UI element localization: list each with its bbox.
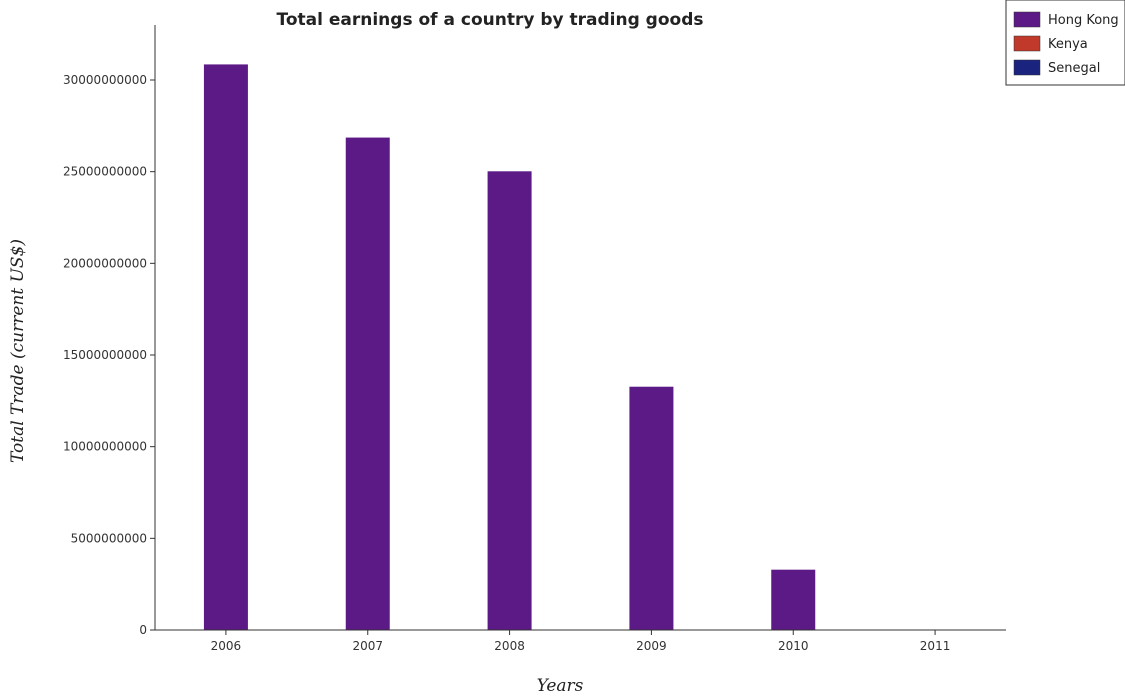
bar-hong-kong-2010 — [771, 569, 816, 630]
legend-swatch-hong-kong — [1013, 11, 1041, 28]
x-axis-ticks: 2006 2007 2008 2009 2010 2011 — [211, 630, 951, 653]
y-axis-ticks: 0 5000000000 10000000000 15000000000 2000000… — [63, 73, 155, 637]
legend-swatch-senegal — [1013, 59, 1041, 76]
y-tick-label: 15000000000 — [63, 348, 147, 362]
legend-label-senegal: Senegal — [1048, 61, 1100, 76]
y-axis-title: Total Trade (current US$) — [8, 239, 28, 463]
legend: Hong Kong Kenya Senegal — [1005, 0, 1125, 86]
y-tick-label: 20000000000 — [63, 256, 147, 270]
x-tick-label: 2010 — [778, 639, 809, 653]
x-tick-label: 2006 — [211, 639, 242, 653]
bar-hong-kong-2007 — [345, 137, 390, 631]
chart-title: Total earnings of a country by trading g… — [277, 10, 704, 30]
legend-label-kenya: Kenya — [1048, 37, 1088, 52]
legend-label-hong-kong: Hong Kong — [1048, 13, 1119, 28]
x-tick-label: 2008 — [494, 639, 525, 653]
y-tick-label: 30000000000 — [63, 73, 147, 87]
y-tick-label: 25000000000 — [63, 165, 147, 179]
x-tick-label: 2009 — [636, 639, 667, 653]
y-tick-label: 0 — [139, 623, 147, 637]
bar-hong-kong-2008 — [487, 171, 532, 631]
x-tick-label: 2011 — [920, 639, 951, 653]
legend-swatch-kenya — [1013, 35, 1041, 52]
x-axis-title: Years — [537, 676, 584, 696]
x-tick-label: 2007 — [352, 639, 383, 653]
bar-hong-kong-2006 — [203, 64, 248, 630]
bar-hong-kong-2009 — [629, 386, 674, 630]
y-tick-label: 10000000000 — [63, 440, 147, 454]
y-tick-label: 5000000000 — [71, 531, 147, 545]
bars — [203, 64, 816, 631]
